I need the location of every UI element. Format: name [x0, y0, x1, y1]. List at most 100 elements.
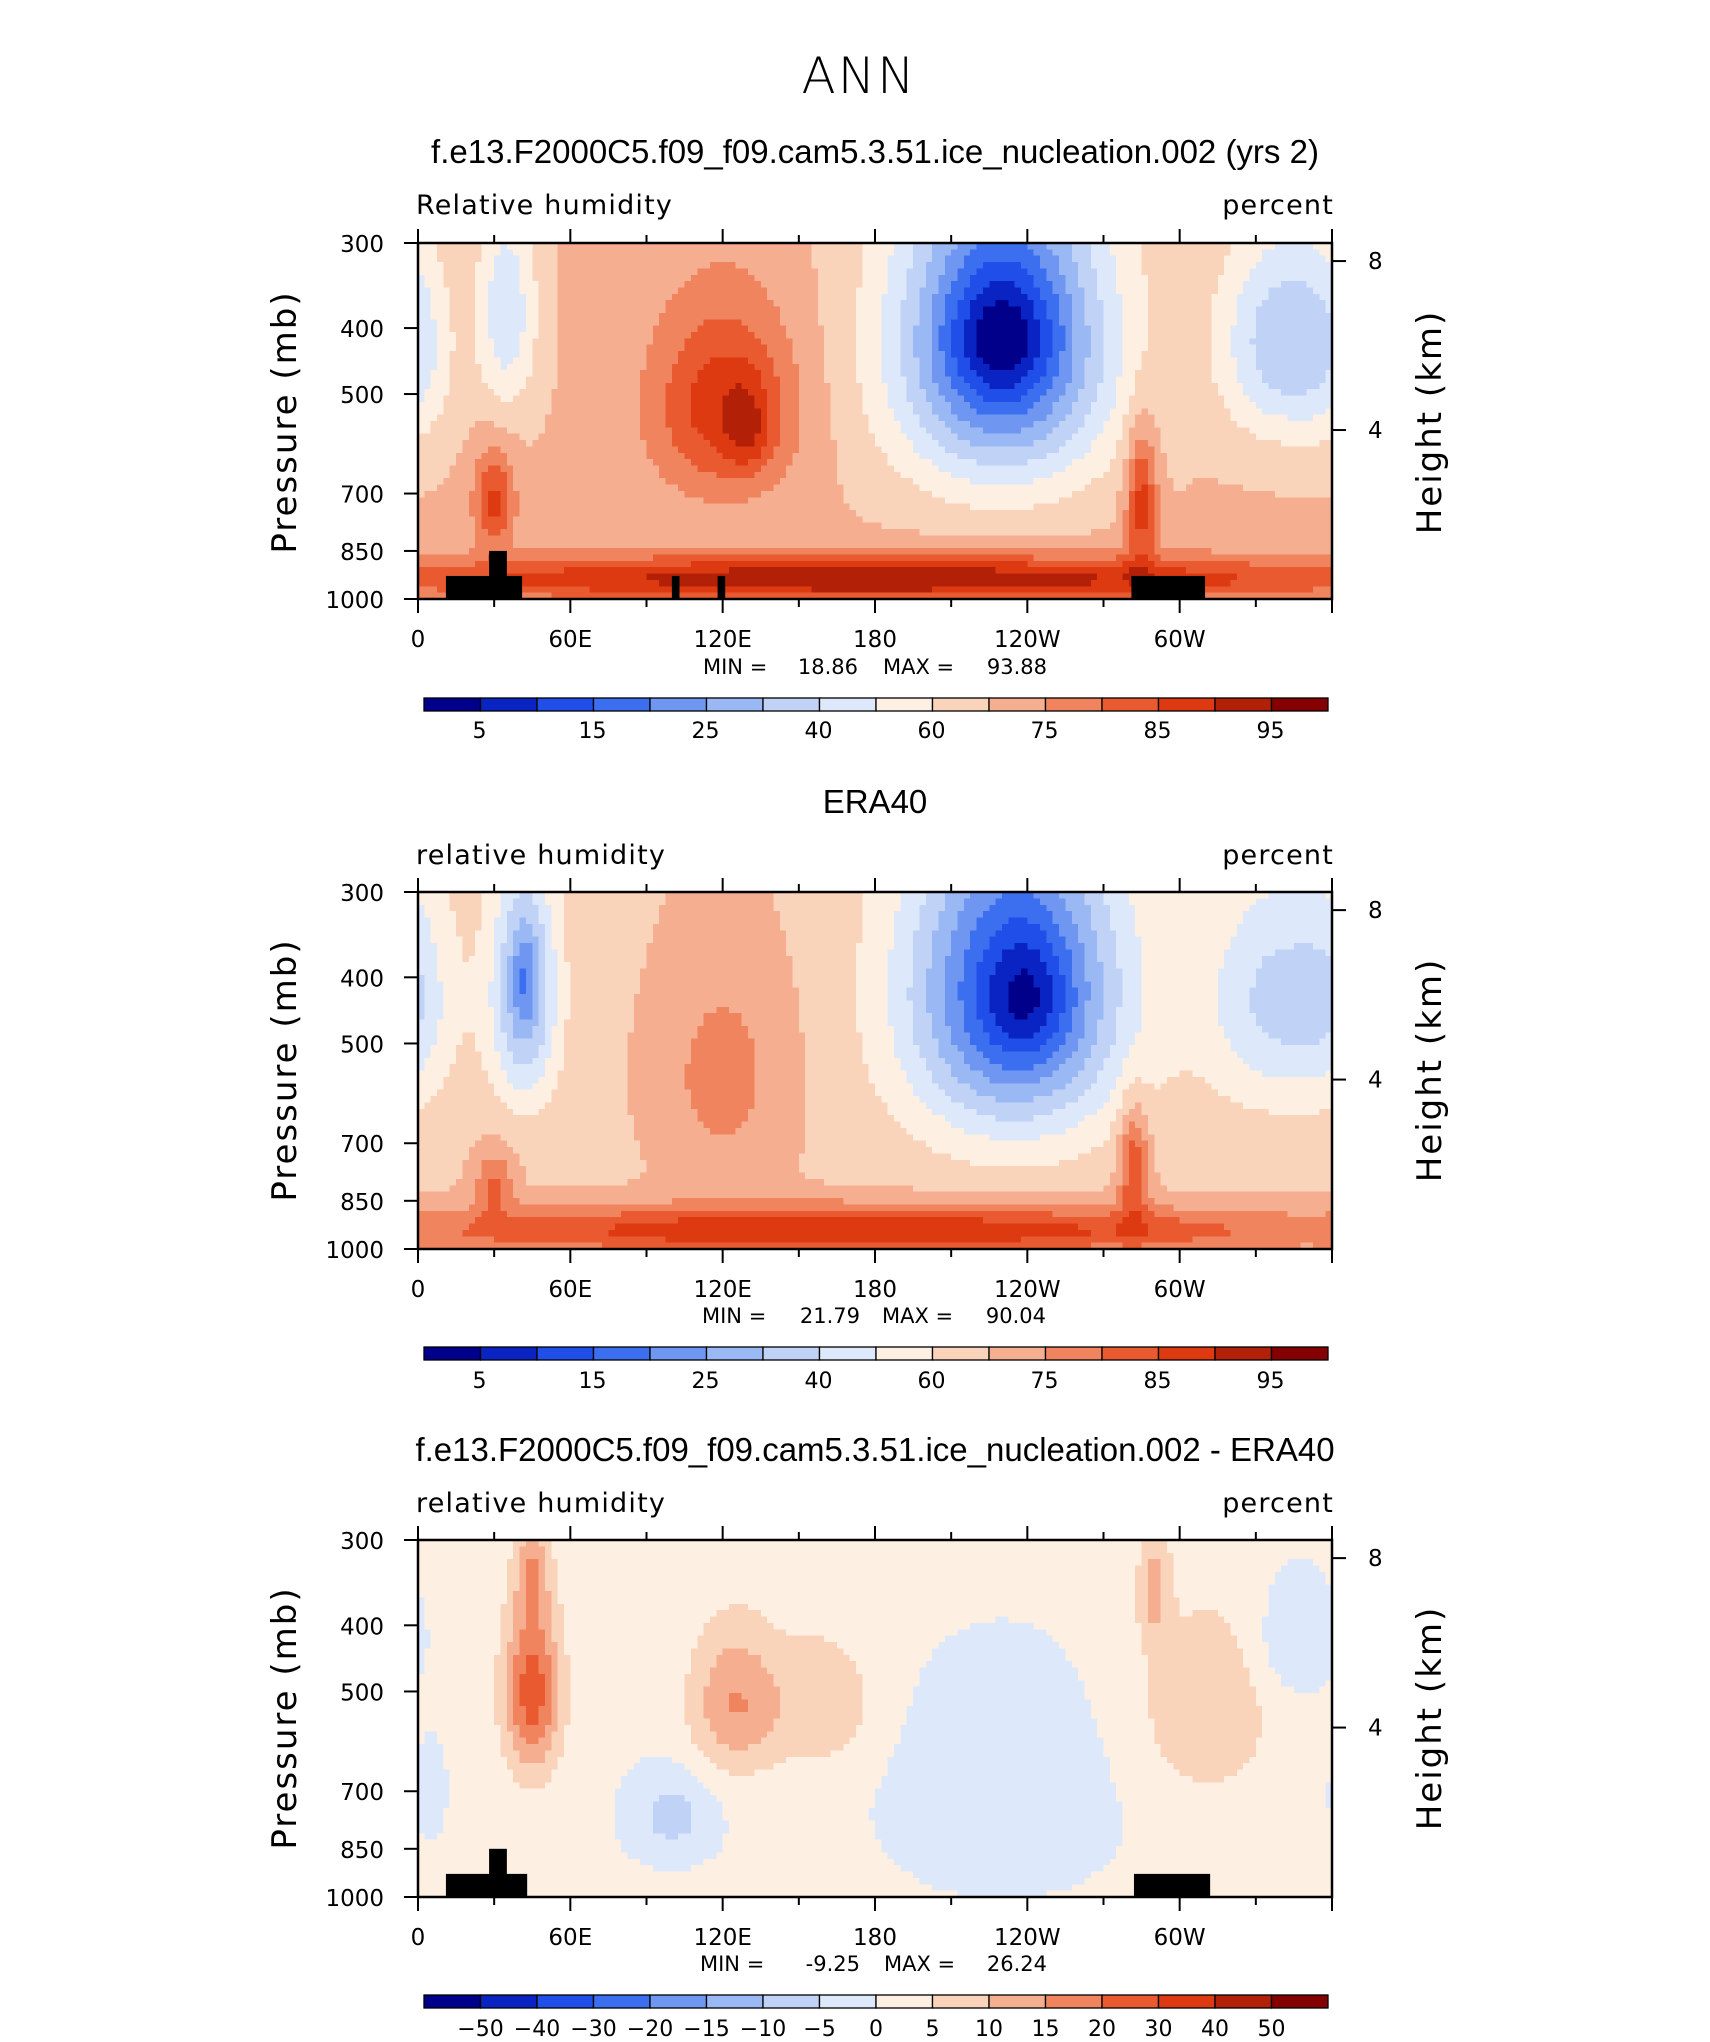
contour-cell	[1027, 452, 1035, 460]
contour-cell	[678, 249, 686, 257]
contour-cell	[900, 243, 908, 250]
contour-cell	[456, 440, 464, 448]
contour-cell	[843, 357, 851, 365]
contour-cell	[786, 325, 794, 333]
contour-cell	[449, 338, 457, 346]
contour-cell	[538, 376, 546, 384]
contour-cell	[811, 243, 819, 250]
contour-cell	[1300, 281, 1308, 289]
contour-cell	[1103, 446, 1111, 454]
contour-cell	[1312, 287, 1320, 295]
contour-cell	[760, 287, 768, 295]
contour-cell	[1065, 446, 1073, 454]
contour-cell	[1173, 274, 1181, 282]
contour-cell	[621, 300, 629, 308]
contour-cell	[1198, 395, 1206, 403]
contour-cell	[1243, 376, 1251, 384]
contour-cell	[646, 268, 654, 276]
contour-cell	[1287, 382, 1295, 390]
contour-cell	[951, 268, 959, 276]
contour-cell	[798, 401, 806, 409]
contour-cell	[449, 401, 457, 409]
contour-cell	[1217, 376, 1225, 384]
contour-cell	[1160, 421, 1168, 428]
contour-cell	[506, 325, 514, 333]
contour-cell	[1287, 421, 1295, 428]
contour-cell	[741, 351, 749, 359]
contour-cell	[1128, 255, 1136, 263]
contour-cell	[1319, 427, 1327, 435]
contour-cell	[824, 332, 832, 339]
contour-cell	[690, 376, 698, 384]
contour-cell	[881, 243, 889, 250]
contour-cell	[932, 312, 940, 320]
contour-cell	[449, 344, 457, 352]
contour-cell	[576, 268, 584, 276]
contour-cell	[951, 370, 959, 378]
contour-cell	[830, 319, 838, 327]
contour-cell	[513, 363, 521, 371]
contour-cell	[1128, 262, 1136, 270]
contour-cell	[843, 281, 851, 289]
contour-cell	[887, 421, 895, 428]
contour-cell	[1198, 312, 1206, 320]
contour-cell	[659, 255, 667, 263]
contour-cell	[1249, 344, 1257, 352]
contour-cell	[513, 446, 521, 454]
contour-cell	[481, 421, 489, 428]
contour-cell	[1001, 344, 1009, 352]
contour-cell	[773, 363, 781, 371]
contour-cell	[982, 300, 990, 308]
contour-cell	[1103, 274, 1111, 282]
contour-cell	[729, 274, 736, 282]
contour-cell	[462, 281, 470, 289]
contour-cell	[894, 312, 901, 320]
contour-cell	[494, 452, 502, 460]
contour-cell	[1173, 319, 1181, 327]
contour-cell	[1217, 421, 1225, 428]
contour-cell	[887, 262, 895, 270]
contour-cell	[779, 452, 787, 460]
contour-cell	[1262, 344, 1270, 352]
contour-cell	[456, 408, 464, 416]
contour-cell	[1166, 395, 1174, 403]
contour-cell	[1230, 325, 1238, 333]
contour-cell	[855, 268, 863, 276]
contour-cell	[1186, 262, 1193, 270]
contour-cell	[1166, 370, 1174, 378]
contour-cell	[1116, 433, 1124, 441]
contour-cell	[671, 421, 679, 428]
contour-cell	[805, 446, 813, 454]
contour-cell	[703, 421, 711, 428]
contour-cell	[748, 401, 756, 409]
contour-cell	[843, 249, 851, 257]
contour-cell	[456, 306, 464, 314]
contour-cell	[1122, 344, 1130, 352]
contour-cell	[1154, 268, 1162, 276]
contour-cell	[1147, 255, 1155, 263]
contour-cell	[798, 255, 806, 263]
contour-cell	[602, 446, 610, 454]
contour-cell	[462, 255, 470, 263]
contour-cell	[1128, 287, 1136, 295]
contour-cell	[462, 414, 470, 422]
contour-cell	[1090, 287, 1098, 295]
contour-cell	[589, 452, 597, 460]
contour-cell	[614, 357, 622, 365]
contour-cell	[1109, 300, 1117, 308]
contour-cell	[652, 382, 660, 390]
contour-cell	[735, 452, 743, 460]
contour-cell	[627, 281, 635, 289]
contour-cell	[1319, 255, 1327, 263]
contour-cell	[690, 325, 698, 333]
contour-cell	[836, 421, 844, 428]
contour-cell	[430, 357, 438, 365]
contour-cell	[913, 440, 921, 448]
contour-cell	[900, 395, 908, 403]
contour-cell	[665, 401, 673, 409]
contour-cell	[1325, 414, 1333, 422]
contour-cell	[684, 351, 692, 359]
contour-cell	[798, 370, 806, 378]
contour-cell	[525, 363, 533, 371]
contour-cell	[805, 274, 813, 282]
